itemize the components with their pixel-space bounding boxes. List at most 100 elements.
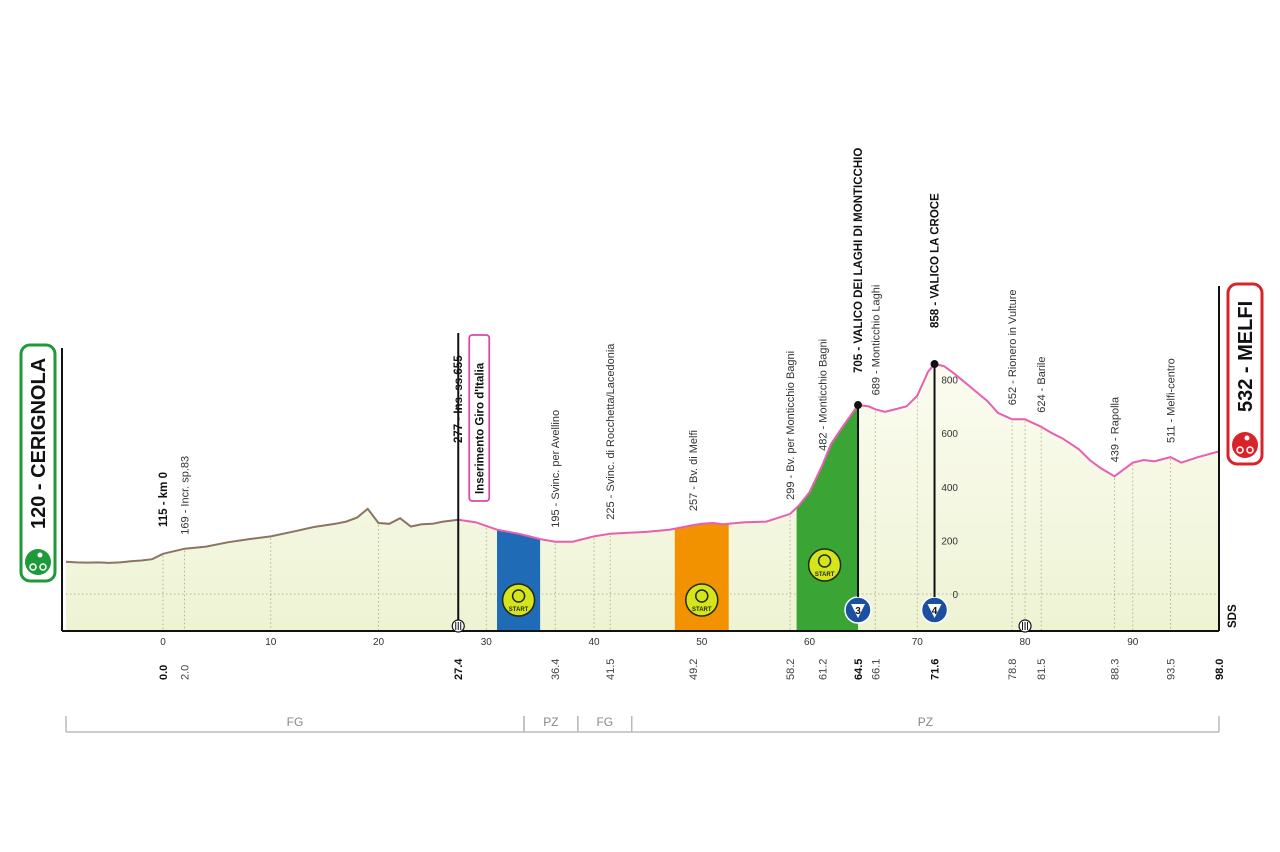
region-label: PZ xyxy=(543,715,558,729)
railway-icon xyxy=(451,619,465,633)
waypoint-label: 257 - Bv. di Melfi xyxy=(688,430,700,511)
gpm-category: 3 xyxy=(855,606,861,617)
km-label: 71.6 xyxy=(930,659,942,680)
waypoint-label: 511 - Melfi-centro xyxy=(1166,358,1178,443)
waypoint-label: 169 - Incr. sp.83 xyxy=(180,456,192,535)
waypoint-label: 705 - VALICO DEI LAGHI DI MONTICCHIO xyxy=(853,148,865,373)
km-label: 88.3 xyxy=(1109,659,1121,680)
km-label: 49.2 xyxy=(688,659,700,680)
start-badge: 120 - CERIGNOLA xyxy=(19,343,57,583)
km-label: 27.4 xyxy=(453,658,465,680)
finish-badge-wheel xyxy=(1236,446,1244,454)
start-icon-clock xyxy=(695,589,709,603)
start-icon: START xyxy=(501,583,536,617)
km-label: 78.8 xyxy=(1007,659,1019,680)
x-tick-label: 30 xyxy=(481,637,493,648)
waypoint-label: 195 - Svinc. per Avellino xyxy=(550,410,562,528)
finish-badge-frame xyxy=(1226,282,1264,466)
gpm-category: 4 xyxy=(932,606,938,617)
gpm-dot xyxy=(854,401,863,410)
start-badge-wheel xyxy=(39,563,47,571)
y-tick-label: 800 xyxy=(941,376,958,387)
waypoint-label: 277 - Ins. ss.655 xyxy=(453,355,465,443)
start-badge-icon xyxy=(25,549,51,575)
km-label: 64.5 xyxy=(853,659,865,680)
region-label: PZ xyxy=(918,715,933,729)
finish-badge-label: 532 - MELFI xyxy=(1235,301,1257,412)
waypoint-label: 689 - Monticchio Laghi xyxy=(870,285,882,396)
km-label: 36.4 xyxy=(550,659,562,680)
start-icon-label: START xyxy=(509,607,529,613)
km-label: 0.0 xyxy=(158,665,170,680)
profile-segment xyxy=(162,507,459,555)
start-icon-label: START xyxy=(815,572,835,578)
gpm-dot xyxy=(930,360,939,369)
x-tick-label: 10 xyxy=(265,637,277,648)
km-labels: 0.0 2.0 27.4 36.4 41.5 49.2 58.2 61.2 64.5 66.1 71… xyxy=(158,658,1226,680)
start-icon: START xyxy=(807,548,842,582)
x-tick-label: 80 xyxy=(1019,637,1031,648)
entry-box-label: Inserimento Giro d'Italia xyxy=(475,362,487,494)
waypoint-label: 439 - Rapolla xyxy=(1109,396,1121,462)
sponsor-logo: SDS xyxy=(1227,604,1239,628)
neutral-segment xyxy=(65,552,164,564)
x-tick-label: 60 xyxy=(804,637,816,648)
km-label: 61.2 xyxy=(817,659,829,680)
waypoint-label: 299 - Bv. per Monticchio Bagni xyxy=(785,351,797,500)
x-tick-label: 90 xyxy=(1127,637,1139,648)
axes: 0 10 20 30 40 50 60 70 80 90 0 200 400 600 800 xyxy=(61,286,1220,648)
start-icon-bg xyxy=(501,583,536,617)
gpm-badge: 3 xyxy=(844,401,872,624)
region-label: FG xyxy=(596,715,613,729)
start-badge-frame xyxy=(19,343,57,583)
markers: 3 4 START START START xyxy=(501,360,949,624)
gpm-badge: 4 xyxy=(920,360,949,624)
y-tick-label: 600 xyxy=(941,429,958,440)
x-tick-label: 40 xyxy=(588,637,600,648)
gpm-triangle xyxy=(851,604,866,618)
waypoint-label: 225 - Svinc. di Rocchetta/Lacedonia xyxy=(605,343,617,520)
waypoint-label: 624 - Barile xyxy=(1036,357,1048,413)
start-badge-wheel xyxy=(29,563,37,571)
km-label: 66.1 xyxy=(870,659,882,680)
profile-segment xyxy=(458,362,1220,543)
start-icon: START xyxy=(685,583,719,617)
km-label: 58.2 xyxy=(785,659,797,680)
gpm-triangle xyxy=(927,604,942,618)
start-icon-clock xyxy=(511,589,526,603)
finish-badge-icon xyxy=(1232,432,1258,458)
finish-badge-wheel xyxy=(1246,446,1254,454)
y-tick-label: 0 xyxy=(952,590,958,601)
start-icon-clock xyxy=(817,554,832,568)
x-tick-label: 50 xyxy=(696,637,708,648)
finish-badge: 532 - MELFI xyxy=(1226,282,1264,466)
x-tick-label: 0 xyxy=(160,637,166,648)
y-tick-label: 400 xyxy=(941,483,958,494)
km-label: 93.5 xyxy=(1166,659,1178,680)
region-label: FG xyxy=(287,715,304,729)
waypoint-label: 482 - Monticchio Bagni xyxy=(817,339,829,451)
waypoint-label: 652 - Rionero in Vulture xyxy=(1007,289,1019,405)
finish-badge-rider xyxy=(1244,435,1250,441)
y-tick-label: 200 xyxy=(941,536,958,547)
railway-icon xyxy=(1018,619,1032,633)
km-label: 41.5 xyxy=(605,659,617,680)
x-tick-label: 20 xyxy=(373,637,385,648)
start-icon-bg xyxy=(807,548,842,582)
profile-fill xyxy=(66,364,1219,631)
km-label: 98.0 xyxy=(1214,659,1226,680)
start-badge-label: 120 - CERIGNOLA xyxy=(28,358,50,529)
profile-line xyxy=(65,362,1220,564)
start-icon-bg xyxy=(685,583,719,617)
waypoint-label: 115 - km 0 xyxy=(158,472,170,527)
waypoint-labels: 115 - km 0 169 - Incr. sp.83 277 - Ins. ss… xyxy=(158,148,1178,535)
km-label: 2.0 xyxy=(180,665,192,680)
region-bar: FG PZ FG PZ xyxy=(65,715,1220,733)
km-label: 81.5 xyxy=(1036,659,1048,680)
start-badge-rider xyxy=(37,552,43,558)
entry-box xyxy=(468,334,491,502)
start-icon-label: START xyxy=(692,607,712,613)
x-tick-label: 70 xyxy=(912,637,924,648)
profile-area xyxy=(66,364,1219,631)
